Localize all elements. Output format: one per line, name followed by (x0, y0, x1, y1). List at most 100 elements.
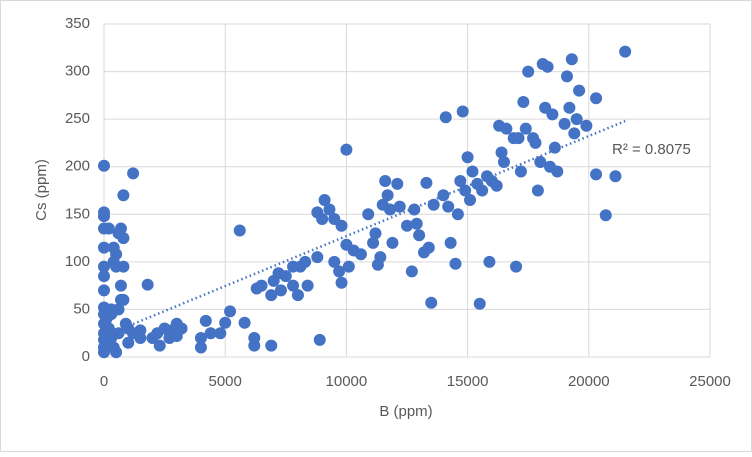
point (194, 331, 207, 344)
point (529, 136, 542, 149)
point (464, 194, 477, 207)
point (328, 255, 341, 268)
point (517, 96, 530, 109)
y-tick-label: 150 (65, 205, 90, 222)
point (250, 282, 263, 295)
point (335, 219, 348, 232)
point (233, 224, 246, 237)
y-tick-label: 0 (82, 348, 90, 365)
point (374, 251, 387, 264)
point (609, 170, 622, 183)
point (510, 260, 523, 273)
point (102, 322, 115, 335)
point (367, 236, 380, 249)
point (110, 346, 123, 359)
point (393, 200, 406, 213)
point (490, 179, 503, 192)
point (274, 284, 287, 297)
point (127, 167, 140, 180)
point (599, 209, 612, 222)
point (541, 60, 554, 73)
x-tick-label: 5000 (209, 373, 242, 390)
x-tick-label: 20000 (568, 373, 610, 390)
point (287, 279, 300, 292)
y-tick-label: 250 (65, 110, 90, 127)
point (580, 119, 593, 132)
point (114, 279, 127, 292)
point (238, 316, 251, 329)
point (514, 165, 527, 178)
point (410, 217, 423, 230)
point (413, 229, 426, 242)
point (316, 213, 329, 226)
x-tick-label: 0 (100, 373, 108, 390)
point (405, 265, 418, 278)
point (117, 260, 130, 273)
point (163, 331, 176, 344)
point (573, 84, 586, 97)
y-tick-label: 100 (65, 253, 90, 270)
point (461, 151, 474, 164)
point (301, 279, 314, 292)
point (204, 327, 217, 340)
y-axis-title: Cs (ppm) (33, 159, 50, 221)
point (311, 251, 324, 264)
point (451, 208, 464, 221)
point (340, 143, 353, 156)
y-tick-label: 300 (65, 63, 90, 80)
point (401, 219, 413, 232)
point (570, 113, 583, 126)
point (381, 189, 394, 202)
point (119, 317, 132, 330)
point (105, 308, 118, 321)
point (568, 127, 581, 140)
point (565, 53, 578, 66)
point (112, 327, 125, 340)
point (318, 194, 331, 207)
point (134, 331, 147, 344)
point (248, 339, 261, 352)
point (98, 260, 110, 273)
point (98, 241, 110, 254)
point (408, 203, 421, 216)
point (476, 184, 489, 197)
point (427, 198, 440, 211)
point (560, 70, 573, 83)
point (214, 327, 227, 340)
point (420, 176, 433, 189)
y-tick-label: 50 (73, 300, 90, 317)
point (590, 168, 603, 181)
x-axis-title: B (ppm) (379, 403, 432, 420)
point (313, 333, 326, 346)
point (379, 174, 392, 187)
point (546, 108, 559, 121)
point (224, 305, 237, 318)
point (354, 248, 367, 261)
point (558, 117, 571, 130)
point (439, 111, 452, 124)
point (531, 184, 544, 197)
point (495, 146, 508, 159)
point (425, 296, 438, 309)
x-tick-label: 10000 (326, 373, 368, 390)
x-tick-label: 15000 (447, 373, 489, 390)
point (454, 174, 467, 187)
point (456, 105, 469, 118)
point (386, 236, 399, 249)
point (342, 260, 355, 273)
point (141, 278, 154, 291)
point (449, 257, 462, 270)
point (391, 177, 404, 190)
point (483, 255, 496, 268)
point (153, 339, 166, 352)
point (422, 241, 435, 254)
point (519, 122, 532, 135)
point (466, 165, 479, 178)
point (619, 45, 632, 58)
point (497, 155, 510, 168)
point (98, 346, 110, 359)
point (473, 297, 486, 310)
y-tick-label: 350 (65, 15, 90, 32)
point (534, 155, 547, 168)
point (265, 289, 278, 302)
